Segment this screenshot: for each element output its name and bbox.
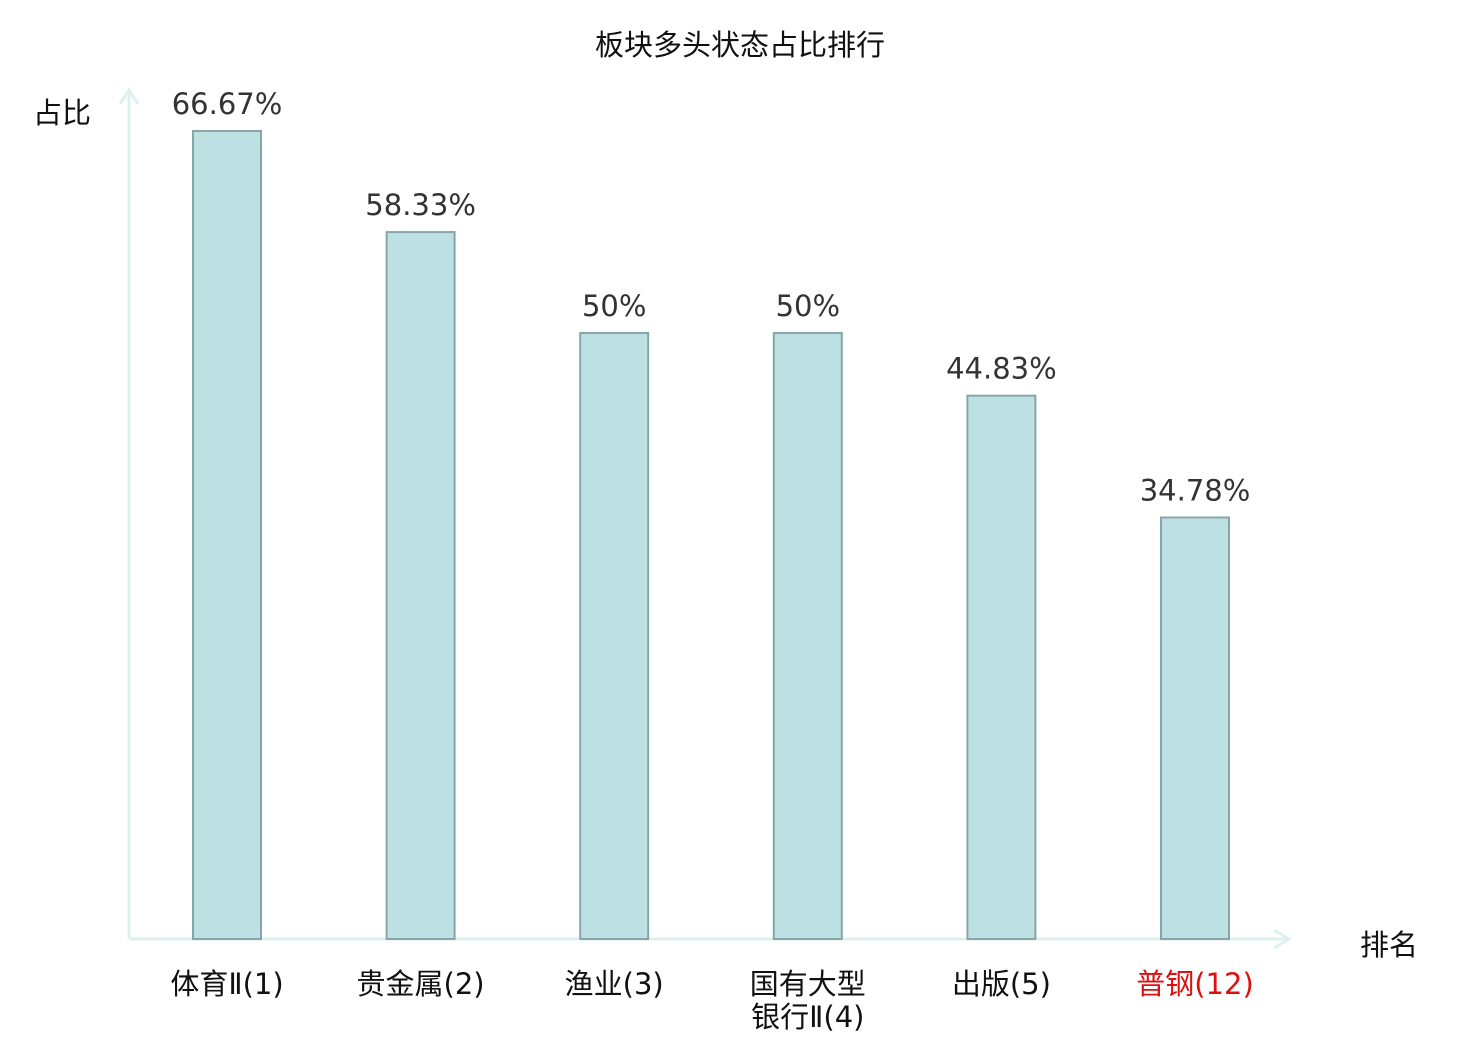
x-tick-label: 普钢(12)	[1136, 967, 1254, 1001]
x-tick-label: 渔业(3)	[565, 967, 664, 1001]
bar	[1160, 516, 1230, 940]
data-label: 58.33%	[365, 188, 476, 222]
data-label: 50%	[582, 289, 646, 323]
bar	[966, 394, 1037, 940]
bar	[772, 332, 843, 941]
data-label: 66.67%	[172, 87, 283, 121]
x-tick-label: 国有大型	[750, 967, 866, 1001]
bar	[192, 130, 262, 940]
y-axis-label: 占比	[33, 96, 92, 130]
x-tick-label: 出版(5)	[952, 967, 1051, 1001]
x-axis-arrow	[1273, 928, 1292, 950]
data-label: 44.83%	[946, 352, 1057, 386]
x-tick-label: 体育Ⅱ(1)	[170, 967, 283, 1001]
x-tick-label: 贵金属(2)	[357, 967, 485, 1001]
chart-title: 板块多头状态占比排行	[594, 28, 885, 62]
x-tick-label: 银行Ⅱ(4)	[751, 1000, 864, 1034]
bar	[579, 332, 650, 941]
data-label: 34.78%	[1140, 473, 1251, 507]
x-axis-label: 排名	[1360, 928, 1419, 962]
bar	[385, 231, 456, 940]
y-axis-arrow	[118, 87, 140, 105]
data-label: 50%	[776, 289, 840, 323]
